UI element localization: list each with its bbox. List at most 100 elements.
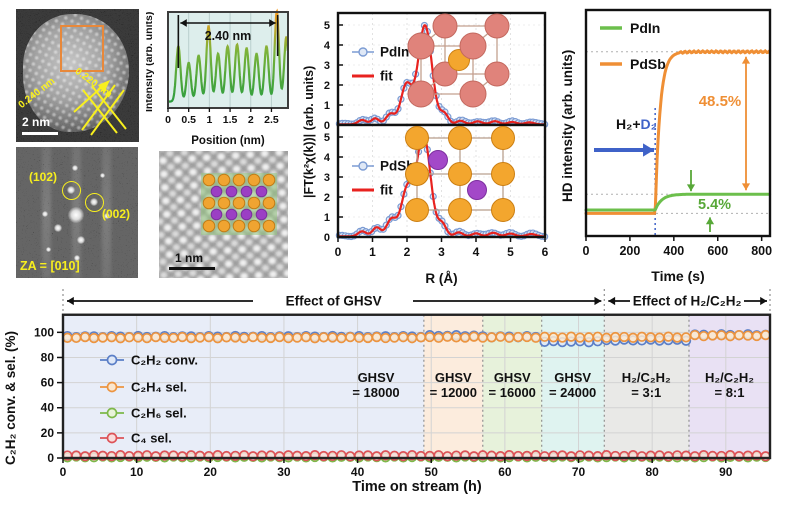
stream-ytick: 40 <box>41 401 55 415</box>
profile-xtick: 2.5 <box>264 114 279 126</box>
stream-xtick: 90 <box>719 465 733 479</box>
fft-center-beam <box>68 207 84 223</box>
profile-distance-label: 2.40 nm <box>205 29 252 43</box>
exafs-ytick: 2 <box>324 80 330 92</box>
stream-legend-C₂H₄ sel.: C₂H₄ sel. <box>131 380 187 395</box>
stream-xtick: 60 <box>498 465 512 479</box>
hd-curve-PdSb <box>584 49 772 215</box>
hd-legend-PdSb: PdSb <box>630 56 666 72</box>
exafs-ytick: 1 <box>324 212 330 224</box>
exafs-ytick: 3 <box>324 172 330 184</box>
profile-xlabel: Position (nm) <box>191 135 265 147</box>
region-label: = 18000 <box>352 385 399 400</box>
exafs-xtick: 4 <box>473 245 480 259</box>
exafs-ytick: 2 <box>324 192 330 204</box>
line-profile-chart: Intensity (arb. units) 2.40 nm 0 0.5 1 1.5 2 2… <box>146 2 302 148</box>
exafs-ytick: 3 <box>324 60 330 72</box>
exafs-xtick: 5 <box>507 245 514 259</box>
lattice-fringe-marks <box>73 80 127 136</box>
hrtem-scalebar-label: 1 nm <box>175 251 204 265</box>
exafs-chart: |FT(k²χ(k))| (arb. units) 0 1 2 3 4 5 PdIn fit 0… <box>300 0 558 286</box>
region-label: H₂/C₂H₂ <box>622 370 671 385</box>
hd-gas-h2: H₂+ <box>616 116 641 132</box>
zone-axis-label: ZA = [010] <box>20 259 80 273</box>
stream-ytick: 100 <box>34 325 54 339</box>
stream-xtick: 80 <box>645 465 659 479</box>
profile-xtick: 0.5 <box>181 114 196 126</box>
hd-gas-d2: D₂ <box>640 116 657 132</box>
exafs-ytick: 5 <box>324 132 330 144</box>
stream-xtick: 50 <box>425 465 439 479</box>
exafs-ytick: 0 <box>324 120 330 132</box>
stream-ylabel: C₂H₂ conv. & sel. (%) <box>3 330 18 466</box>
tem-image-panel: 0.240 nm 0.220 nm 2 nm <box>16 9 139 142</box>
region-label: = 24000 <box>549 385 596 400</box>
hd-xtick: 400 <box>663 244 684 258</box>
region-label: H₂/C₂H₂ <box>705 370 754 385</box>
profile-xtick: 2 <box>248 114 254 126</box>
stream-legend-C₂H₂ conv.: C₂H₂ conv. <box>131 353 198 368</box>
fft-spot-ring-002 <box>85 193 104 212</box>
fft-spot-label-002: (002) <box>102 207 131 221</box>
stream-legend-C₂H₆ sel.: C₂H₆ sel. <box>131 406 187 421</box>
region-label: GHSV <box>554 370 591 385</box>
time-on-stream-chart: C₂H₂ conv. & sel. (%) Effect of GHSV Effe… <box>0 283 799 508</box>
exafs-legend-fit: fit <box>380 183 393 198</box>
header-effect-h2c2h2: Effect of H₂/C₂H₂ <box>633 294 742 309</box>
fft-spot-ring-102 <box>62 181 81 200</box>
exafs-ytick: 5 <box>324 20 330 32</box>
region-label: = 16000 <box>489 385 536 400</box>
hd-xtick: 800 <box>751 244 772 258</box>
pdsb-structure-inset <box>405 126 515 222</box>
exafs-ytick: 0 <box>324 232 330 244</box>
hrtem-scalebar <box>169 267 215 270</box>
yellow-arrow-head <box>98 80 110 93</box>
region-label: GHSV <box>358 370 395 385</box>
stream-ytick: 80 <box>41 350 55 364</box>
exafs-ylabel: |FT(k²χ(k))| (arb. units) <box>302 65 316 199</box>
atomic-model-overlay <box>201 173 277 235</box>
hd-ylabel: HD intensity (arb. units) <box>560 49 575 203</box>
stream-xtick: 30 <box>277 465 291 479</box>
exafs-xtick: 2 <box>404 245 411 259</box>
tem-scalebar-label: 2 nm <box>22 115 51 129</box>
hd-plot: 0 200 400 600 800 PdIn PdSb 48.5% 5.4% <box>583 8 772 258</box>
region-label: = 3:1 <box>631 385 661 400</box>
exafs-ytick: 1 <box>324 100 330 112</box>
stream-plot: Effect of GHSV Effect of H₂/C₂H₂ 0 20 40 60 80… <box>34 289 772 479</box>
hd-legend-PdIn: PdIn <box>630 20 660 36</box>
hd-pct-big: 48.5% <box>699 93 742 110</box>
stream-ytick: 20 <box>41 426 55 440</box>
exafs-legend-fit: fit <box>380 69 393 84</box>
profile-xtick: 0 <box>165 114 171 126</box>
region-label: = 8:1 <box>714 385 744 400</box>
pdin-structure-inset <box>407 13 510 108</box>
exafs-xtick: 1 <box>369 245 376 259</box>
lattice-roi-box <box>60 25 104 72</box>
stream-ytick: 60 <box>41 376 55 390</box>
hd-xtick: 0 <box>583 244 590 258</box>
region-label: GHSV <box>435 370 472 385</box>
exafs-legend-PdIn: PdIn <box>380 45 409 60</box>
stream-xtick: 10 <box>130 465 144 479</box>
stream-xlabel: Time on stream (h) <box>352 479 482 495</box>
exafs-xtick: 0 <box>335 245 342 259</box>
stream-xtick: 70 <box>572 465 586 479</box>
hd-xtick: 200 <box>619 244 640 258</box>
stream-xtick: 0 <box>60 465 67 479</box>
exafs-xlabel: R (Å) <box>425 271 458 286</box>
profile-xtick: 1.5 <box>223 114 238 126</box>
hd-xtick: 600 <box>707 244 728 258</box>
exafs-ytick: 4 <box>324 152 331 164</box>
header-effect-ghsv: Effect of GHSV <box>286 294 382 309</box>
tem-scalebar <box>22 132 58 135</box>
region-label: GHSV <box>494 370 531 385</box>
region-label: = 12000 <box>430 385 477 400</box>
stream-xtick: 20 <box>204 465 218 479</box>
exafs-ytick: 4 <box>324 40 331 52</box>
hd-gas-label: H₂+D₂ <box>616 116 657 132</box>
stream-xtick: 40 <box>351 465 365 479</box>
hd-exchange-chart: HD intensity (arb. units) 0 200 400 600 800 P… <box>560 0 799 286</box>
